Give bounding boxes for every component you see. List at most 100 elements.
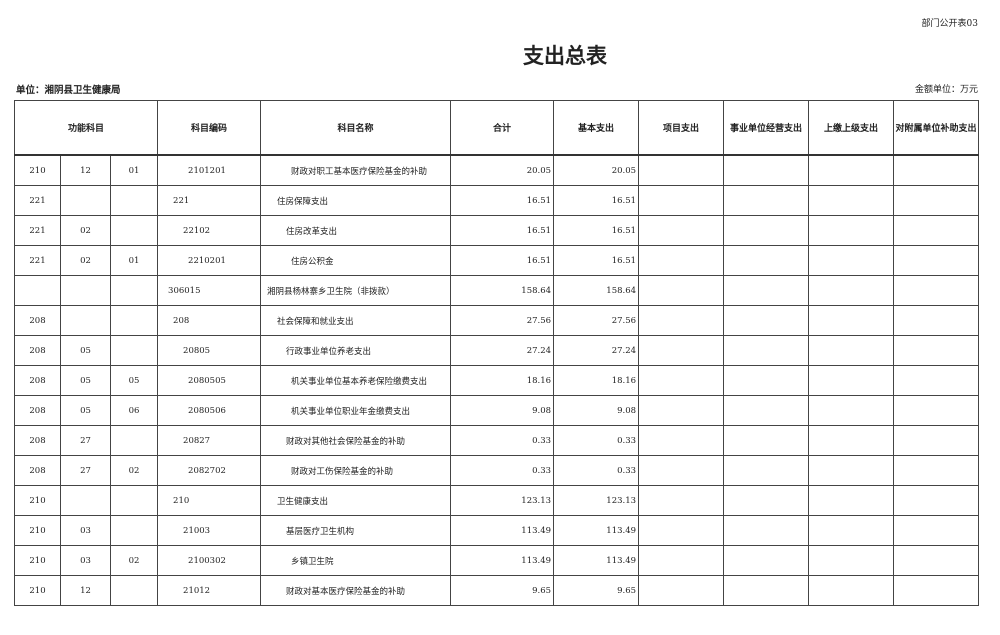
function-class: 210 xyxy=(14,485,61,516)
business-amount xyxy=(723,215,810,246)
function-item xyxy=(109,185,159,216)
function-item xyxy=(109,575,159,606)
function-item: 06 xyxy=(109,395,159,426)
total-amount: 158.64 xyxy=(450,275,555,306)
subject-name: 住房改革支出 xyxy=(260,215,452,246)
function-class: 221 xyxy=(14,245,61,276)
subject-code: 2100302 xyxy=(157,545,262,576)
function-section xyxy=(60,485,111,516)
subsidy-amount xyxy=(893,545,980,576)
subsidy-amount xyxy=(893,455,980,486)
function-class: 208 xyxy=(14,455,61,486)
subject-code: 2080505 xyxy=(157,365,262,396)
remit-amount xyxy=(808,365,895,396)
subject-name: 行政事业单位养老支出 xyxy=(260,335,452,366)
remit-amount xyxy=(808,485,895,516)
basic-amount: 16.51 xyxy=(553,245,640,276)
business-amount xyxy=(723,485,810,516)
remit-amount xyxy=(808,275,895,306)
table-row: 208 27 20827 财政对其他社会保险基金的补助 0.33 0.33 xyxy=(14,425,980,456)
total-amount: 0.33 xyxy=(450,455,555,486)
basic-amount: 18.16 xyxy=(553,365,640,396)
basic-amount: 9.08 xyxy=(553,395,640,426)
project-amount xyxy=(638,335,725,366)
subject-name: 财政对职工基本医疗保险基金的补助 xyxy=(260,154,452,186)
subject-name: 财政对基本医疗保险基金的补助 xyxy=(260,575,452,606)
function-class: 210 xyxy=(14,545,61,576)
total-amount: 27.24 xyxy=(450,335,555,366)
subsidy-amount xyxy=(893,154,980,186)
function-section: 12 xyxy=(60,575,111,606)
subject-name: 社会保障和就业支出 xyxy=(260,305,452,336)
header-project: 项目支出 xyxy=(638,100,725,156)
function-class: 208 xyxy=(14,395,61,426)
project-amount xyxy=(638,545,725,576)
expenditure-table: 功能科目 科目编码 科目名称 合计 基本支出 项目支出 事业单位经营支出 上缴上… xyxy=(13,100,980,606)
function-item: 02 xyxy=(109,455,159,486)
function-section: 12 xyxy=(60,154,111,186)
subsidy-amount xyxy=(893,515,980,546)
business-amount xyxy=(723,395,810,426)
table-row: 210 210 卫生健康支出 123.13 123.13 xyxy=(14,485,980,516)
function-item: 01 xyxy=(109,154,159,186)
form-tag: 部门公开表03 xyxy=(921,19,978,29)
table-row: 221 02 22102 住房改革支出 16.51 16.51 xyxy=(14,215,980,246)
function-section: 27 xyxy=(60,455,111,486)
total-amount: 9.08 xyxy=(450,395,555,426)
function-class: 208 xyxy=(14,305,61,336)
remit-amount xyxy=(808,575,895,606)
function-item xyxy=(109,335,159,366)
subject-name: 财政对其他社会保险基金的补助 xyxy=(260,425,452,456)
subject-name: 机关事业单位职业年金缴费支出 xyxy=(260,395,452,426)
basic-amount: 0.33 xyxy=(553,425,640,456)
remit-amount xyxy=(808,395,895,426)
subsidy-amount xyxy=(893,575,980,606)
table-row: 208 05 20805 行政事业单位养老支出 27.24 27.24 xyxy=(14,335,980,366)
header-business: 事业单位经营支出 xyxy=(723,100,810,156)
function-section xyxy=(60,305,111,336)
remit-amount xyxy=(808,515,895,546)
total-amount: 16.51 xyxy=(450,245,555,276)
total-amount: 0.33 xyxy=(450,425,555,456)
project-amount xyxy=(638,154,725,186)
subject-code: 2082702 xyxy=(157,455,262,486)
subsidy-amount xyxy=(893,275,980,306)
function-class: 210 xyxy=(14,154,61,186)
business-amount xyxy=(723,305,810,336)
table-row: 208 27 02 2082702 财政对工伤保险基金的补助 0.33 0.33 xyxy=(14,455,980,486)
function-class: 221 xyxy=(14,215,61,246)
remit-amount xyxy=(808,335,895,366)
total-amount: 113.49 xyxy=(450,515,555,546)
subject-code: 2080506 xyxy=(157,395,262,426)
total-amount: 27.56 xyxy=(450,305,555,336)
table-row: 306015 湘阴县杨林寨乡卫生院（非拨款） 158.64 158.64 xyxy=(14,275,980,306)
business-amount xyxy=(723,425,810,456)
page-title: 支出总表 xyxy=(523,44,607,68)
business-amount xyxy=(723,515,810,546)
function-section: 03 xyxy=(60,515,111,546)
subject-name: 乡镇卫生院 xyxy=(260,545,452,576)
table-row: 208 05 05 2080505 机关事业单位基本养老保险缴费支出 18.16 18.16 xyxy=(14,365,980,396)
header-subsidy: 对附属单位补助支出 xyxy=(893,100,980,156)
subject-code: 20805 xyxy=(157,335,262,366)
basic-amount: 0.33 xyxy=(553,455,640,486)
basic-amount: 27.24 xyxy=(553,335,640,366)
basic-amount: 9.65 xyxy=(553,575,640,606)
subject-code: 306015 xyxy=(157,275,262,306)
header-subject-code: 科目编码 xyxy=(157,100,262,156)
subject-code: 208 xyxy=(157,305,262,336)
project-amount xyxy=(638,245,725,276)
basic-amount: 123.13 xyxy=(553,485,640,516)
remit-amount xyxy=(808,185,895,216)
function-item xyxy=(109,515,159,546)
total-amount: 113.49 xyxy=(450,545,555,576)
amount-unit: 金额单位：万元 xyxy=(914,85,978,95)
subject-name: 湘阴县杨林寨乡卫生院（非拨款） xyxy=(260,275,452,306)
subject-code: 20827 xyxy=(157,425,262,456)
remit-amount xyxy=(808,455,895,486)
subject-code: 21012 xyxy=(157,575,262,606)
function-section: 05 xyxy=(60,365,111,396)
function-section xyxy=(60,185,111,216)
function-item xyxy=(109,305,159,336)
function-section: 05 xyxy=(60,335,111,366)
